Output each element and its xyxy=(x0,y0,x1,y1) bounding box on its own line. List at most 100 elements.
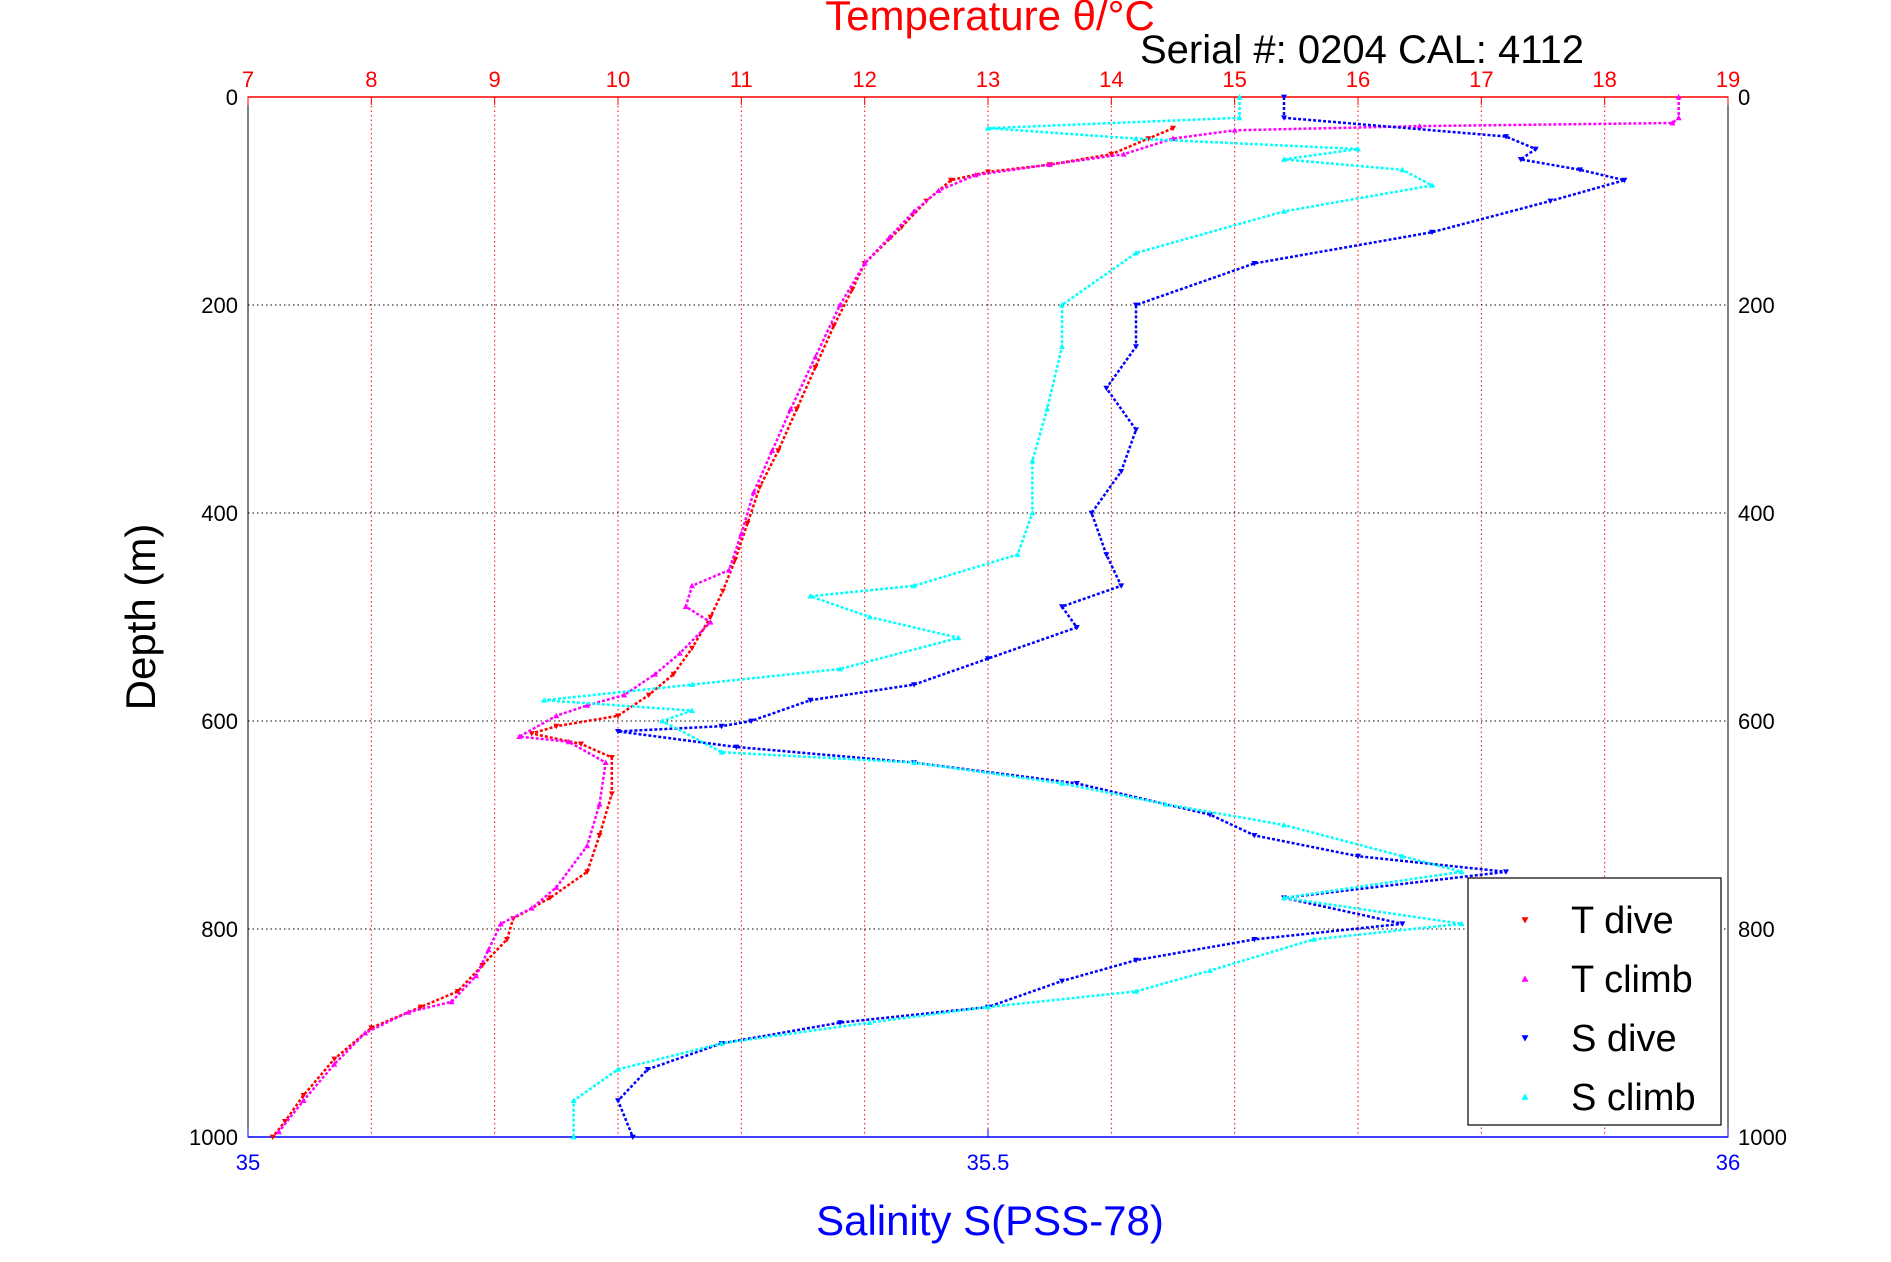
temperature-tick-label: 9 xyxy=(489,67,501,92)
data-point xyxy=(362,1030,369,1036)
data-point xyxy=(689,645,695,652)
data-point xyxy=(1133,427,1139,433)
data-point xyxy=(565,738,572,745)
data-point xyxy=(1103,385,1110,392)
depth-axis-title: Depth (m) xyxy=(117,524,164,711)
data-point xyxy=(269,1134,276,1140)
legend-entry-label: T climb xyxy=(1571,959,1693,1001)
data-point xyxy=(812,365,819,371)
data-point xyxy=(608,755,615,761)
data-point xyxy=(689,707,695,713)
data-point xyxy=(405,1009,412,1015)
temperature-tick-label: 14 xyxy=(1099,67,1123,92)
data-point xyxy=(596,801,603,807)
data-point xyxy=(1145,136,1152,142)
serial-subtitle: Serial #: 0204 CAL: 4112 xyxy=(1140,28,1584,72)
series-trace xyxy=(277,97,1680,1133)
data-point xyxy=(547,895,554,901)
data-point xyxy=(886,234,893,240)
data-point xyxy=(719,588,726,594)
depth-tick-label-left: 800 xyxy=(201,917,238,942)
data-point xyxy=(718,723,725,730)
data-point xyxy=(1532,146,1539,152)
data-point xyxy=(682,603,689,609)
data-point xyxy=(1133,988,1139,994)
data-point xyxy=(331,1061,338,1067)
salinity-tick-label: 35.5 xyxy=(967,1150,1010,1175)
data-point xyxy=(689,681,695,687)
data-point xyxy=(985,1004,991,1010)
legend-entry-label: T dive xyxy=(1571,900,1674,942)
data-point xyxy=(608,791,615,797)
data-point xyxy=(726,567,732,573)
data-point xyxy=(621,692,628,698)
data-point xyxy=(1118,583,1125,589)
data-point xyxy=(1669,120,1676,126)
data-point xyxy=(793,406,800,412)
data-point xyxy=(807,697,814,704)
data-point xyxy=(748,718,755,724)
data-point xyxy=(911,208,917,214)
temperature-tick-label: 10 xyxy=(606,67,630,92)
data-point xyxy=(570,1134,577,1140)
data-point xyxy=(676,650,683,656)
data-point xyxy=(1059,604,1065,610)
data-point xyxy=(985,656,991,662)
data-point xyxy=(1251,937,1258,943)
data-point xyxy=(602,759,609,765)
data-point xyxy=(1118,469,1125,475)
data-point xyxy=(615,729,621,735)
data-point xyxy=(1133,302,1139,308)
data-point xyxy=(1251,833,1258,839)
data-point xyxy=(1029,458,1036,464)
data-point xyxy=(985,125,991,131)
data-point xyxy=(1133,250,1139,256)
legend: T dive T climb S dive S climb xyxy=(1467,877,1722,1126)
data-point xyxy=(1281,94,1287,100)
data-point xyxy=(1310,936,1317,942)
data-point xyxy=(935,187,942,193)
data-point xyxy=(1355,853,1361,860)
data-point xyxy=(1517,157,1524,163)
data-point xyxy=(718,1040,725,1046)
data-point xyxy=(528,731,535,737)
data-point xyxy=(1503,869,1509,875)
data-point xyxy=(584,702,591,708)
data-point xyxy=(1207,967,1213,973)
data-point xyxy=(282,1119,288,1125)
legend-marker xyxy=(1521,917,1529,924)
data-point xyxy=(1503,134,1509,140)
data-point xyxy=(837,302,843,308)
data-point xyxy=(644,1067,651,1073)
data-point xyxy=(1059,978,1065,984)
temperature-tick-label: 17 xyxy=(1469,67,1493,92)
data-point xyxy=(769,447,776,453)
data-point xyxy=(1236,114,1243,121)
legend-marker xyxy=(1521,975,1529,982)
data-point xyxy=(584,869,591,875)
data-point xyxy=(1088,510,1095,516)
data-point xyxy=(1429,182,1435,188)
data-point xyxy=(750,489,757,495)
legend-marker xyxy=(1521,1093,1529,1100)
data-point xyxy=(866,614,873,620)
data-series xyxy=(269,94,1682,1140)
data-point xyxy=(1103,552,1110,558)
series-s-dive xyxy=(615,94,1628,1140)
data-point xyxy=(331,1056,338,1062)
data-point xyxy=(1120,151,1127,157)
data-point xyxy=(1044,406,1051,412)
series-t-dive xyxy=(269,125,1176,1140)
data-point xyxy=(1458,868,1465,875)
series-trace xyxy=(543,97,1462,1137)
data-point xyxy=(738,530,745,537)
data-point xyxy=(955,634,962,641)
depth-tick-label-right: 600 xyxy=(1738,709,1775,734)
data-point xyxy=(1133,344,1139,350)
data-point xyxy=(553,884,560,890)
data-point xyxy=(1355,146,1361,152)
data-point xyxy=(1108,151,1115,158)
data-point xyxy=(1231,127,1238,133)
legend-box xyxy=(1467,877,1722,1126)
